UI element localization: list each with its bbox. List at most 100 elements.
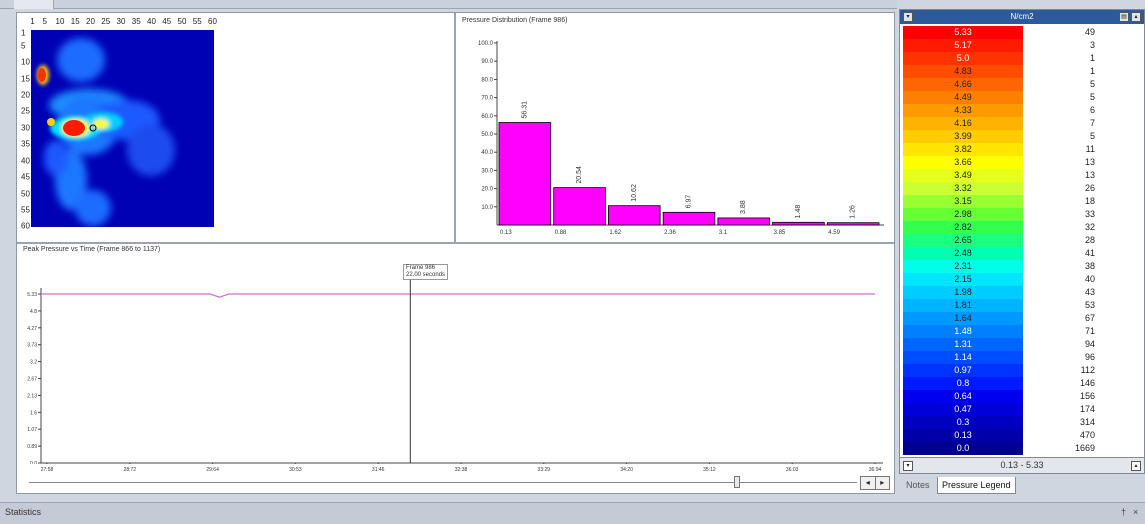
legend-row[interactable]: 3.49 13 bbox=[900, 169, 1144, 182]
legend-row[interactable]: 2.65 28 bbox=[900, 234, 1144, 247]
legend-row[interactable]: 3.32 26 bbox=[900, 182, 1144, 195]
histogram-y-tick-label: 50.0 bbox=[481, 132, 493, 138]
pin-icon[interactable]: † bbox=[1121, 507, 1127, 517]
legend-row[interactable]: 1.64 67 bbox=[900, 312, 1144, 325]
frame-slider-thumb[interactable] bbox=[734, 476, 740, 488]
next-frame-button[interactable]: ▸ bbox=[880, 478, 885, 487]
heatmap-x-tick: 1 bbox=[30, 17, 35, 26]
legend-swatch: 2.65 bbox=[903, 234, 1023, 247]
legend-swatch: 1.31 bbox=[903, 338, 1023, 351]
vertical-splitter[interactable] bbox=[454, 13, 456, 242]
legend-row[interactable]: 0.97 112 bbox=[900, 364, 1144, 377]
legend-row[interactable]: 2.98 33 bbox=[900, 208, 1144, 221]
legend-row[interactable]: 0.64 156 bbox=[900, 390, 1144, 403]
legend-row[interactable]: 3.15 18 bbox=[900, 195, 1144, 208]
tab-pressure-legend[interactable]: Pressure Legend bbox=[937, 477, 1016, 494]
legend-row[interactable]: 0.47 174 bbox=[900, 403, 1144, 416]
legend-row[interactable]: 1.81 53 bbox=[900, 299, 1144, 312]
close-icon[interactable]: × bbox=[1133, 507, 1139, 517]
legend-row[interactable]: 2.82 32 bbox=[900, 221, 1144, 234]
histogram-value-label: 1.48 bbox=[795, 205, 802, 219]
pressure-heatmap[interactable] bbox=[31, 30, 214, 227]
legend-swatch: 1.64 bbox=[903, 312, 1023, 325]
legend-row[interactable]: 3.82 11 bbox=[900, 143, 1144, 156]
legend-options-icon[interactable]: ▤ bbox=[1119, 12, 1129, 22]
frame-slider-track[interactable] bbox=[29, 482, 857, 483]
peak-pressure-panel: 0.0 0.89 1.07 1.6 2.13 2.67 3.2 3.73 4.27 4.8 5.33… bbox=[17, 244, 894, 473]
legend-swatch: 3.49 bbox=[903, 169, 1023, 182]
heatmap-y-tick: 15 bbox=[21, 74, 30, 84]
legend-row[interactable]: 4.49 5 bbox=[900, 91, 1144, 104]
time-y-tick-label: 0.0 bbox=[30, 461, 37, 464]
legend-count: 1669 bbox=[1074, 443, 1095, 453]
time-y-tick-label: 5.33 bbox=[27, 292, 37, 298]
histogram-x-tick-label: 1.62 bbox=[609, 230, 621, 236]
legend-row[interactable]: 4.66 5 bbox=[900, 78, 1144, 91]
legend-count: 96 bbox=[1084, 352, 1095, 362]
legend-count: 5 bbox=[1089, 131, 1095, 141]
time-x-tick-label: 27:58 bbox=[40, 467, 54, 473]
histogram-y-tick-label: 10.0 bbox=[481, 205, 493, 211]
histogram-bar bbox=[662, 211, 716, 226]
legend-row[interactable]: 2.31 38 bbox=[900, 260, 1144, 273]
legend-row[interactable]: 4.33 6 bbox=[900, 104, 1144, 117]
histogram-y-tick-label: 30.0 bbox=[481, 168, 493, 174]
legend-row[interactable]: 1.48 71 bbox=[900, 325, 1144, 338]
legend-row[interactable]: 1.31 94 bbox=[900, 338, 1144, 351]
legend-count: 94 bbox=[1084, 339, 1095, 349]
legend-row[interactable]: 0.3 314 bbox=[900, 416, 1144, 429]
histogram-y-tick-label: 20.0 bbox=[481, 187, 493, 193]
time-x-tick-label: 35:12 bbox=[703, 467, 716, 473]
legend-range-dropdown-icon[interactable]: ▾ bbox=[903, 461, 913, 471]
legend-count: 43 bbox=[1084, 287, 1095, 297]
frame-step-buttons: ◂ ▸ bbox=[860, 476, 890, 490]
histogram-bar bbox=[772, 221, 825, 226]
legend-swatch: 5.17 bbox=[903, 39, 1023, 52]
legend-row[interactable]: 0.8 146 bbox=[900, 377, 1144, 390]
legend-scroll-up-icon[interactable]: ▴ bbox=[1131, 12, 1141, 22]
legend-row[interactable]: 2.15 40 bbox=[900, 273, 1144, 286]
legend-count: 146 bbox=[1079, 378, 1095, 388]
legend-count: 41 bbox=[1084, 248, 1095, 258]
legend-row[interactable]: 5.0 1 bbox=[900, 52, 1144, 65]
legend-row[interactable]: 2.48 41 bbox=[900, 247, 1144, 260]
legend-swatch: 1.48 bbox=[903, 325, 1023, 338]
heatmap-y-tick: 35 bbox=[21, 139, 30, 149]
legend-swatch: 0.97 bbox=[903, 364, 1023, 377]
tab-notes[interactable]: Notes bbox=[906, 480, 930, 490]
legend-swatch: 2.82 bbox=[903, 221, 1023, 234]
legend-count: 1 bbox=[1089, 66, 1095, 76]
time-x-tick-label: 29:64 bbox=[206, 467, 219, 473]
legend-row[interactable]: 3.66 13 bbox=[900, 156, 1144, 169]
legend-row[interactable]: 1.98 43 bbox=[900, 286, 1144, 299]
time-plot-title: Peak Pressure vs Time (Frame 866 to 1137… bbox=[23, 246, 161, 253]
legend-header: ▾ N/cm2 ▤ ▴ bbox=[900, 10, 1144, 24]
time-y-tick-label: 0.89 bbox=[27, 444, 37, 450]
legend-row[interactable]: 3.99 5 bbox=[900, 130, 1144, 143]
legend-range-up-icon[interactable]: ▴ bbox=[1131, 461, 1141, 471]
legend-swatch: 4.33 bbox=[903, 104, 1023, 117]
legend-swatch: 3.82 bbox=[903, 143, 1023, 156]
heatmap-x-tick: 60 bbox=[208, 17, 217, 26]
legend-count: 11 bbox=[1085, 144, 1095, 154]
legend-row[interactable]: 1.14 96 bbox=[900, 351, 1144, 364]
heatmap-y-tick: 40 bbox=[21, 156, 30, 166]
legend-swatch: 4.16 bbox=[903, 117, 1023, 130]
peak-pressure-line bbox=[41, 293, 875, 298]
legend-row[interactable]: 5.17 3 bbox=[900, 39, 1144, 52]
legend-row[interactable]: 4.16 7 bbox=[900, 117, 1144, 130]
legend-row[interactable]: 5.33 49 bbox=[900, 26, 1144, 39]
legend-count: 6 bbox=[1089, 105, 1095, 115]
heatmap-x-tick: 55 bbox=[192, 17, 202, 26]
peak-pressure-chart[interactable]: 0.0 0.89 1.07 1.6 2.13 2.67 3.2 3.73 4.27 4.8 5.33 bbox=[17, 244, 894, 464]
prev-frame-button[interactable]: ◂ bbox=[861, 477, 876, 489]
legend-row[interactable]: 0.0 1669 bbox=[900, 442, 1144, 455]
horizontal-splitter[interactable] bbox=[17, 242, 894, 244]
legend-row[interactable]: 4.83 1 bbox=[900, 65, 1144, 78]
legend-row[interactable]: 0.13 470 bbox=[900, 429, 1144, 442]
legend-count: 7 bbox=[1089, 118, 1095, 128]
heatmap-x-tick: 20 bbox=[86, 17, 95, 26]
document-tab[interactable] bbox=[14, 0, 54, 9]
legend-menu-dropdown-icon[interactable]: ▾ bbox=[903, 12, 913, 22]
